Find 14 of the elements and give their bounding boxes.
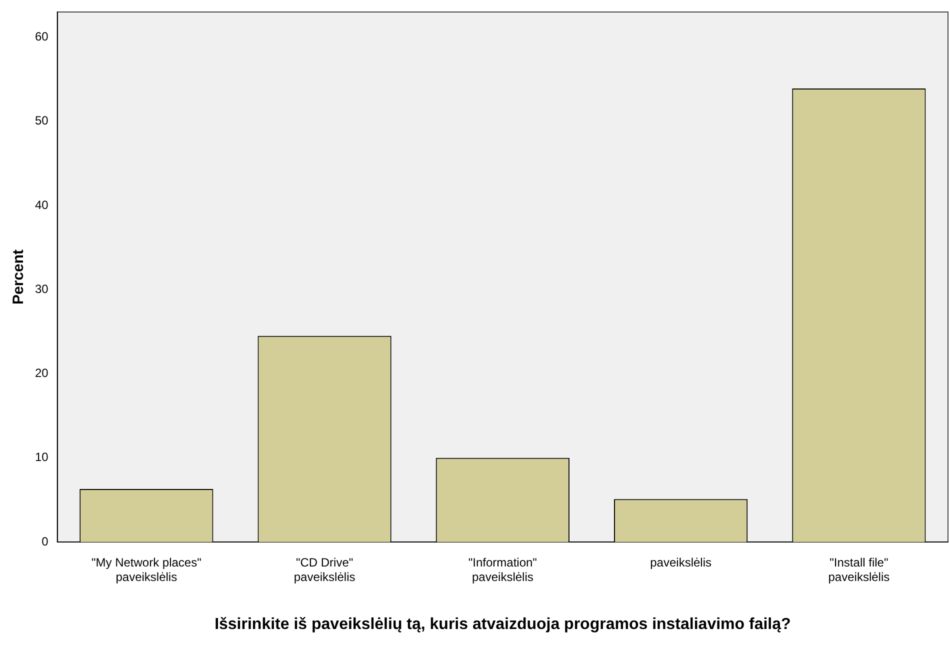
y-tick-label: 20 <box>34 366 49 380</box>
y-tick-label: 40 <box>34 198 49 212</box>
y-axis-title: Percent <box>10 249 28 305</box>
x-axis-title: Išsirinkite iš paveikslėlių tą, kuris atvaizduoja programos instaliavimo failą? <box>214 616 791 633</box>
y-tick-label: 0 <box>42 534 49 548</box>
y-tick-label: 10 <box>34 450 49 464</box>
x-tick-label: "Information" paveikslėlis <box>468 556 537 584</box>
x-tick-label: "CD Drive" paveikslėlis <box>294 556 356 584</box>
x-tick-label: "Install file" paveikslėlis <box>828 556 890 584</box>
y-tick-label: 30 <box>34 282 49 296</box>
x-tick-label: paveikslėlis <box>650 556 712 570</box>
x-tick-label: "My Network places" paveikslėlis <box>91 556 202 584</box>
y-tick-label: 60 <box>34 30 49 44</box>
y-tick-label: 50 <box>34 114 49 128</box>
